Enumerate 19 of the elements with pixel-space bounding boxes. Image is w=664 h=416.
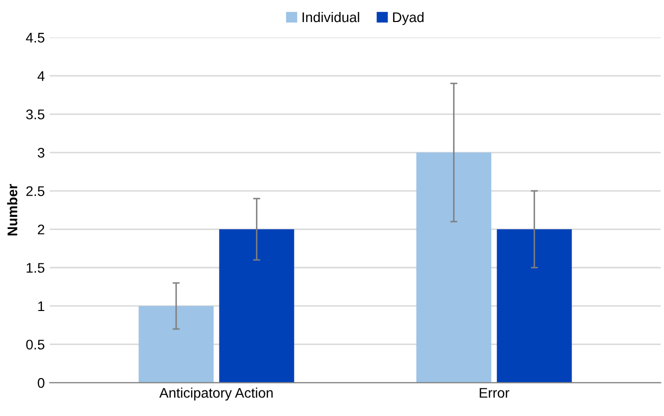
y-tick-label: 2.5 (26, 186, 44, 196)
x-tick-label: Anticipatory Action (159, 388, 273, 401)
y-tick-label: 4 (38, 71, 45, 81)
legend-label: Individual (302, 12, 360, 22)
y-tick-label: 3.5 (26, 110, 44, 120)
legend-label: Dyad (393, 12, 424, 25)
bar (138, 306, 214, 383)
y-tick-label: 4.5 (26, 32, 44, 43)
bar (416, 152, 492, 383)
y-tick-label: 2 (38, 224, 44, 234)
y-axis-title: Number (7, 184, 18, 236)
y-tick-label: 0.5 (26, 340, 44, 350)
y-tick-label: 1.5 (26, 263, 44, 273)
y-tick-label: 3 (38, 148, 44, 158)
y-tick-label: 1 (38, 301, 44, 312)
y-tick-label: 0 (38, 378, 44, 388)
x-tick-label: Error (480, 388, 510, 398)
bar (219, 229, 294, 383)
bar (496, 229, 572, 383)
